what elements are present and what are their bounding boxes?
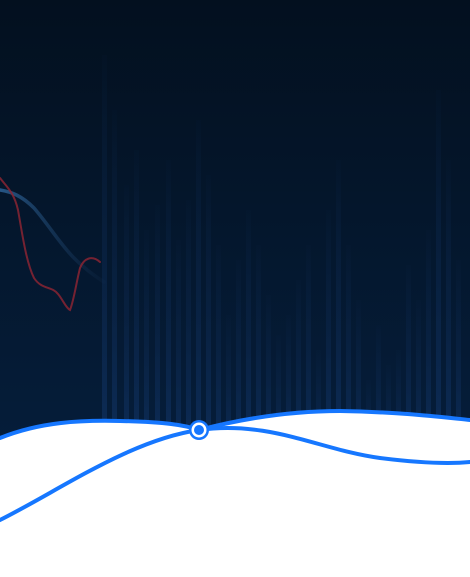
background-bar — [456, 260, 461, 460]
background-bar — [236, 260, 241, 460]
background-bar — [155, 205, 160, 460]
background-bar — [416, 300, 421, 460]
circle-node-icon — [189, 420, 209, 440]
background-bar — [216, 245, 221, 460]
background-bar — [112, 110, 117, 460]
background-bar — [286, 315, 291, 460]
background-bar — [356, 300, 361, 460]
background-bar — [186, 200, 191, 460]
background-bar — [226, 315, 231, 460]
background-bar — [306, 245, 311, 460]
background-bar — [336, 160, 341, 460]
background-bar — [276, 335, 281, 460]
white-wave-section — [0, 411, 470, 577]
blue-wave-curve-lower — [0, 425, 470, 522]
background-dark-blue-line — [0, 188, 106, 284]
background-bar — [176, 240, 181, 460]
background-bar — [436, 90, 441, 460]
background-bar — [246, 210, 251, 460]
background-bar — [296, 280, 301, 460]
background-bar — [396, 350, 401, 460]
background-bar — [326, 210, 331, 460]
background-red-line — [0, 177, 101, 312]
background-bar — [166, 160, 171, 460]
background-bar — [144, 230, 149, 460]
background-bar — [256, 245, 261, 460]
background-bar — [134, 150, 139, 460]
background-bar — [426, 230, 431, 460]
background-bar — [266, 295, 271, 460]
background-bar — [346, 245, 351, 460]
background-bar — [124, 185, 129, 460]
background-bar — [206, 175, 211, 460]
background-bar — [446, 160, 451, 460]
background-bar — [102, 55, 107, 460]
background-bar — [196, 120, 201, 460]
background-bar — [376, 325, 381, 460]
background-bar — [406, 265, 411, 460]
background-bar — [316, 350, 321, 460]
